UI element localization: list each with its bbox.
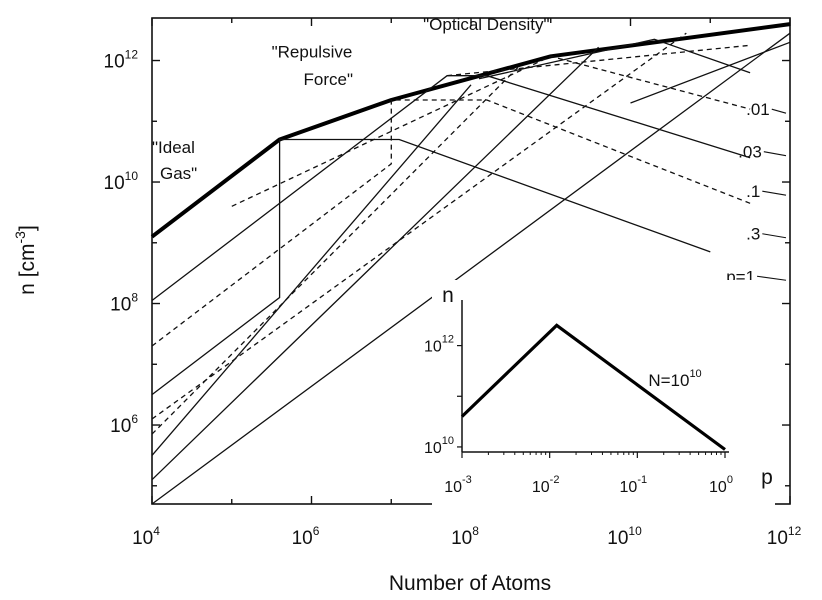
x-tick-label: 108: [451, 524, 479, 549]
y-tick-label-exponent: 10: [125, 169, 139, 183]
x-tick-label-base: 10: [451, 528, 472, 549]
inset-x-tick-label-exponent: -2: [550, 474, 560, 486]
inset-annotation-base: N=10: [648, 371, 689, 390]
y-tick-label: 1010: [104, 169, 139, 194]
region-annotation-4: "Optical Density": [423, 15, 549, 34]
inset-y-tick-label-base: 10: [424, 440, 442, 457]
inset-y-tick-label-exponent: 12: [442, 334, 454, 346]
main-series-group: p=1.3.1.03.01: [150, 22, 791, 505]
series-line-4: [231, 55, 751, 207]
series-line-7: [151, 66, 520, 435]
series-label-3: .1: [746, 182, 760, 201]
series-line-0: [151, 32, 791, 505]
x-tick-label-base: 10: [607, 528, 628, 549]
y-tick-label-exponent: 8: [131, 291, 138, 305]
x-tick-label-base: 10: [292, 528, 313, 549]
y-tick-label-exponent: 6: [131, 412, 138, 426]
series-label-leader-4: [763, 151, 787, 157]
inset-annotation-exponent: 10: [689, 368, 701, 380]
x-tick-label-exponent: 8: [472, 524, 479, 538]
inset-x-tick-label: 100: [709, 474, 733, 496]
x-axis-label: Number of Atoms: [389, 572, 551, 595]
inset-x-tick-label-base: 10: [532, 479, 550, 496]
y-tick-label-exponent: 12: [125, 48, 139, 62]
series-label-leader-5: [771, 108, 787, 114]
x-tick-label-exponent: 12: [788, 524, 802, 538]
series-label-2: .3: [746, 225, 760, 244]
inset-y-tick-label: 1010: [424, 435, 454, 457]
series-line-8: [151, 46, 600, 481]
x-tick-label: 1010: [607, 524, 642, 549]
x-tick-label-base: 10: [767, 528, 788, 549]
y-axis-label-close: ]: [16, 225, 39, 231]
y-tick-label-base: 10: [104, 52, 125, 73]
series-label-leader-3: [762, 190, 787, 196]
region-annotation-2: "Repulsive: [272, 42, 353, 61]
inset-background: [432, 280, 775, 512]
y-axis-label-group: n [cm-3]: [12, 225, 39, 295]
y-tick-label: 1012: [104, 48, 139, 73]
main-annotations: "Ideal Gas" "Repulsive Force" "Optical Densi…: [152, 15, 550, 183]
inset-curve: [460, 323, 726, 451]
series-line-10: [447, 44, 751, 77]
inset-x-tick-label-base: 10: [620, 479, 638, 496]
region-annotation-1: Gas": [160, 164, 197, 183]
y-tick-label-base: 10: [110, 416, 131, 437]
series-label-leader-2: [762, 233, 787, 239]
y-tick-label-base: 10: [104, 173, 125, 194]
inset-y-tick-label: 1012: [424, 334, 454, 356]
inset-y-label: n: [442, 284, 454, 307]
x-tick-label: 104: [132, 524, 160, 549]
x-tick-label-exponent: 4: [153, 524, 160, 538]
x-tick-label: 1012: [767, 524, 802, 549]
y-axis-label-exponent: -3: [12, 231, 28, 244]
y-axis-label-base: n [cm: [16, 243, 39, 294]
series-line-9: [151, 32, 687, 420]
series-line-11: [630, 41, 791, 104]
x-tick-label: 106: [292, 524, 320, 549]
series-line-1: [151, 138, 711, 396]
upper-bound-curve: [150, 22, 791, 239]
inset-x-tick-label-exponent: -1: [637, 474, 647, 486]
y-tick-label-base: 10: [110, 295, 131, 316]
inset-x-tick-label: 10-3: [444, 474, 472, 496]
y-tick-label: 106: [110, 412, 138, 437]
series-line-3: [151, 75, 751, 302]
inset-annotation: N=1010: [648, 368, 701, 390]
series-label-4: .03: [738, 143, 762, 162]
series-label-leader-0: [756, 275, 787, 281]
x-tick-label-exponent: 10: [628, 524, 642, 538]
inset-y-tick-label-base: 10: [424, 339, 442, 356]
x-tick-label-base: 10: [132, 528, 153, 549]
inset-y-tick-label-exponent: 10: [442, 435, 454, 447]
inset-x-tick-label-exponent: -3: [462, 474, 472, 486]
series-line-2: [151, 99, 751, 347]
inset-x-tick-label-base: 10: [444, 479, 462, 496]
inset-x-tick-label: 10-1: [620, 474, 648, 496]
inset-x-tick-label-base: 10: [709, 479, 727, 496]
series-line-5: [478, 38, 751, 80]
inset-x-label: p: [761, 466, 773, 489]
inset-x-tick-label: 10-2: [532, 474, 560, 496]
series-line-6: [151, 84, 472, 456]
region-annotation-3: Force": [304, 70, 354, 89]
inset-x-tick-label-exponent: 0: [727, 474, 733, 486]
x-tick-label-exponent: 6: [313, 524, 320, 538]
series-label-5: .01: [746, 100, 770, 119]
y-axis-label: n [cm-3]: [12, 225, 39, 295]
y-tick-label: 108: [110, 291, 138, 316]
region-annotation-0: "Ideal: [152, 138, 195, 157]
